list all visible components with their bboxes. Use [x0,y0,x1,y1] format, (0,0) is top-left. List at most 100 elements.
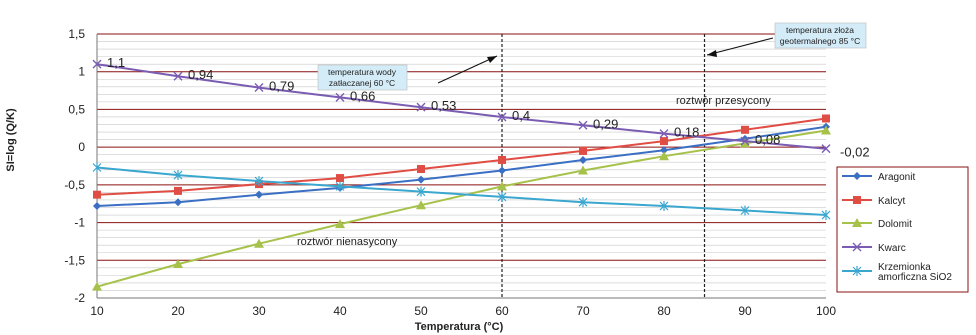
legend: Aragonit Kalcyt Dolomit Kwarc Krzemionka amor… [836,166,969,293]
y-tick-label: 1,5 [68,27,85,41]
data-point [660,137,668,146]
legend-label: Krzemionka amorficzna SiO2 [878,262,952,283]
data-point [497,181,507,191]
series-group [92,59,831,291]
data-point [417,175,425,184]
data-point [173,71,183,81]
series-aragonit [93,122,830,210]
annotation-box [774,22,867,49]
series-krzemionka [92,162,831,221]
data-point [93,201,101,210]
x-tick-label: 100 [816,304,836,318]
data-point [335,219,345,229]
series-line [96,129,827,288]
data-point [740,205,750,216]
data-point [255,190,263,199]
data-point [741,125,749,134]
annotation-line-1: temperatura złoża [786,25,854,35]
data-point [822,114,830,123]
data-label: 0,4 [512,108,530,123]
x-tick-label: 70 [576,304,590,318]
x-tick-label: 80 [657,304,671,318]
data-point [579,155,587,164]
y-tick-labels: 1,5 1 0,5 0 -0,5 -1 -1,5 -2 [64,27,85,305]
data-point [174,198,182,207]
data-point [254,176,264,187]
series-line [96,125,827,207]
data-label: 0,53 [431,98,456,113]
data-point [173,259,183,269]
data-label: 1,1 [107,55,125,70]
annotation-line-1: temperatura wody [328,67,397,77]
data-point [821,125,831,135]
data-point [498,166,506,175]
series-dolomit [92,125,831,291]
x-tick-labels: 10 20 30 40 50 60 70 80 90 100 [90,304,836,318]
series-line [96,63,827,150]
y-axis-title: SI=log (Q/K) [5,108,17,172]
data-point [497,112,507,122]
series-kalcyt [93,114,830,199]
data-point [853,196,861,204]
data-point [417,165,425,174]
arrowhead [487,56,497,63]
data-point [416,186,426,197]
data-point [335,181,345,192]
data-label: 0,79 [269,79,294,94]
reference-lines [501,34,706,298]
data-point [660,146,668,155]
x-tick-label: 10 [90,304,104,318]
y-tick-label: -2 [74,291,85,305]
data-label: 0,08 [755,132,780,147]
legend-label: Kwarc [878,243,906,254]
legend-label-line: Krzemionka [878,262,931,273]
data-point [659,151,669,161]
data-point [174,186,182,195]
y-tick-label: 0 [78,140,85,154]
data-point [578,197,588,208]
data-point [578,120,588,130]
y-tick-label: -1 [74,216,85,230]
data-point [853,172,861,180]
data-label: 0,94 [188,67,213,82]
legend-label: Dolomit [878,219,912,230]
data-point [852,242,862,252]
arrowhead [707,50,717,57]
data-point [740,136,750,146]
annotation-arrow [706,37,774,56]
data-point [498,155,506,164]
series-kwarc [92,59,831,154]
annotation-line-2: zatłaczanej 60 °C [329,78,395,88]
data-label: 0,18 [674,125,699,140]
data-point [821,210,831,221]
annotation-arrow [437,55,498,84]
data-point [821,144,831,154]
data-point [740,138,750,148]
data-point [335,92,345,102]
data-point [92,162,102,173]
data-point [659,129,669,139]
data-label: -0,02 [840,145,870,160]
data-point [92,281,102,291]
y-tick-label: -0,5 [64,178,85,192]
data-point [173,170,183,181]
x-axis-title: Temperatura (°C) [415,321,504,333]
data-label: 0,66 [350,88,375,103]
x-tick-label: 30 [252,304,266,318]
data-point [416,200,426,210]
data-point [254,238,264,248]
annotation-box [317,64,408,91]
y-tick-label: -1,5 [64,253,85,267]
data-point [852,266,862,276]
annotation-injected-water: temperatura wody zatłaczanej 60 °C [317,55,498,91]
data-point [659,200,669,211]
legend-label: Aragonit [878,172,915,183]
x-tick-label: 50 [414,304,428,318]
legend-label-line: amorficzna SiO2 [878,272,952,283]
y-tick-label: 1 [78,65,85,79]
data-labels: 1,1 0,94 0,79 0,66 0,53 0,4 0,29 0,18 0,08 -0,02 [107,55,870,159]
data-point [336,174,344,183]
data-point [92,59,102,69]
annotation-line-2: geotermalnego 85 °C [780,36,860,46]
data-label: 0,29 [593,116,618,131]
